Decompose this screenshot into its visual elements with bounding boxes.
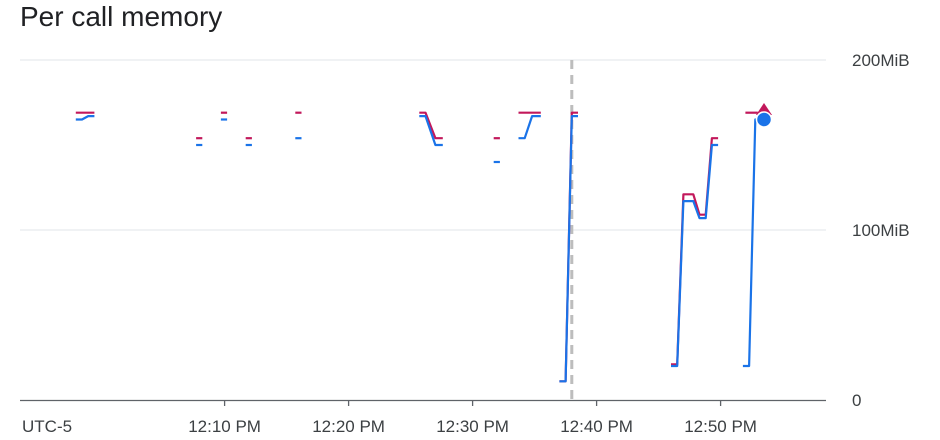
- series-2-segment: [518, 114, 541, 140]
- x-tick-label: 12:10 PM: [188, 417, 261, 436]
- series-2-segment: [419, 114, 443, 147]
- timezone-label: UTC-5: [22, 417, 72, 436]
- y-tick-label: 100MiB: [852, 221, 910, 240]
- series-2-end-marker: [755, 111, 773, 128]
- y-tick-label: 200MiB: [852, 51, 910, 70]
- series-2-segment: [75, 114, 95, 121]
- x-tick-label: 12:30 PM: [436, 417, 509, 436]
- series-1-segment: [419, 111, 443, 140]
- y-tick-label: 0: [852, 391, 861, 410]
- series-2-segment: [742, 118, 759, 368]
- x-tick-label: 12:50 PM: [684, 417, 757, 436]
- x-tick-label: 12:20 PM: [312, 417, 385, 436]
- series-2-segment: [559, 114, 578, 383]
- series-1-end-marker: [756, 103, 772, 115]
- chart-title: Per call memory: [20, 1, 223, 32]
- series-2-segment: [671, 143, 719, 368]
- x-tick-label: 12:40 PM: [560, 417, 633, 436]
